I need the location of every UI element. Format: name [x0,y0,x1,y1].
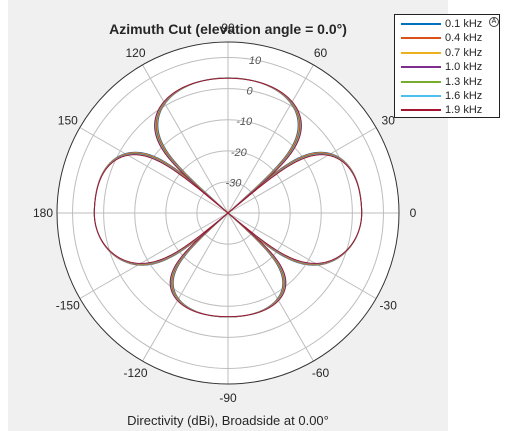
outer-ring [56,41,400,385]
angle-tick-label: 150 [58,114,78,128]
angle-tick-label: 60 [314,46,328,60]
label-layer: 90 60 30 0 -30 -60 -90 -120 -150 180 150 120 10 0 -10 -… [33,21,417,405]
footer-label: Directivity (dBi), Broadside at 0.00° [127,413,329,428]
angle-tick-label: 180 [33,206,53,220]
angle-tick-label: 120 [125,46,145,60]
angle-gridline [227,127,377,214]
legend[interactable]: A 0.1 kHz 0.4 kHz 0.7 kHz 1.0 kHz 1.3 kHz 1.6… [394,14,500,118]
legend-swatch [401,23,441,25]
radial-tick-label: -30 [225,177,242,189]
angle-tick-label: -60 [312,366,330,380]
angle-gridline [79,212,229,299]
angle-gridline [227,212,377,299]
legend-item[interactable]: 1.9 kHz [399,103,499,117]
radial-tick-label: -10 [236,116,253,128]
legend-item[interactable]: 0.4 kHz [399,31,499,45]
angle-tick-label: -30 [380,299,398,313]
angle-tick-label: -120 [123,366,147,380]
angle-tick-label: 0 [410,206,417,220]
legend-label: 1.6 kHz [445,90,483,102]
angle-gridline [79,127,229,214]
series-line-1-9-khz [93,77,363,318]
legend-swatch [401,95,441,97]
legend-swatch [401,109,441,112]
legend-item[interactable]: 0.7 kHz [399,46,499,60]
legend-label: 0.7 kHz [445,46,483,59]
legend-item[interactable]: 1.6 kHz [399,89,499,103]
radial-tick-label: 10 [249,55,262,67]
legend-swatch [401,51,441,54]
legend-swatch [401,37,441,40]
radial-tick-label: 0 [247,86,254,98]
legend-swatch [401,80,441,83]
series-layer [93,77,363,318]
chart-title: Azimuth Cut (elevation angle = 0.0°) [109,21,347,37]
angle-tick-label: 90 [221,21,235,35]
legend-label: 1.3 kHz [445,75,483,88]
angle-gridline [227,212,314,362]
angle-gridline [142,64,229,214]
angle-tick-label: 30 [382,114,396,128]
angle-tick-label: -150 [56,299,80,313]
legend-item[interactable]: 1.0 kHz [399,60,499,74]
legend-swatch [401,66,441,69]
legend-label: 1.0 kHz [445,61,483,74]
legend-item[interactable]: 0.1 kHz [399,17,499,31]
legend-anchor-icon[interactable]: A [489,17,499,27]
legend-label: 1.9 kHz [445,104,483,117]
angle-gridline [142,212,229,362]
legend-item[interactable]: 1.3 kHz [399,75,499,89]
angle-gridline [227,64,314,214]
angle-tick-label: -90 [219,391,237,405]
legend-label: 0.1 kHz [445,18,483,30]
legend-label: 0.4 kHz [445,32,483,45]
radial-tick-label: -20 [231,147,248,159]
